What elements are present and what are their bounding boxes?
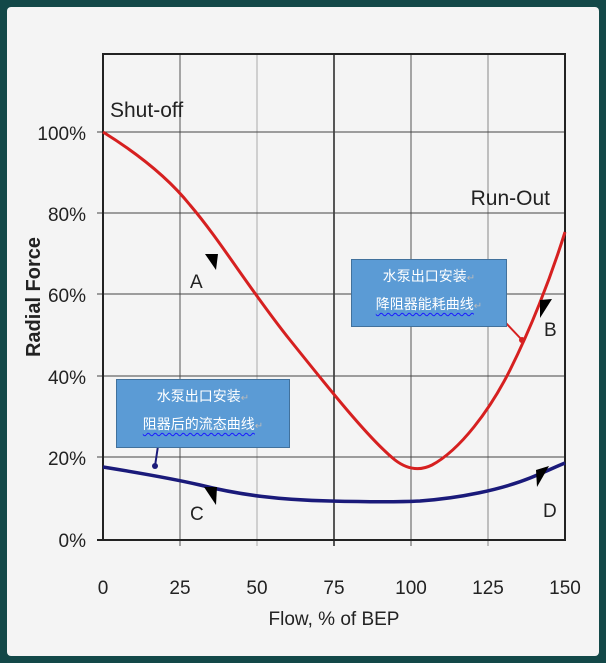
marker-c-triangle	[204, 487, 217, 505]
return-mark-icon: ↵	[240, 393, 250, 404]
marker-a-triangle	[205, 254, 218, 270]
y-axis-title: Radial Force	[23, 237, 45, 357]
svg-text:100: 100	[395, 578, 427, 599]
shutoff-label: Shut-off	[110, 99, 183, 122]
svg-text:100%: 100%	[37, 124, 86, 145]
x-tick-labels: 0 25 50 75 100 125 150	[98, 578, 581, 599]
grid	[97, 54, 565, 546]
red-curve	[102, 130, 567, 471]
return-mark-icon: ↵	[466, 273, 476, 284]
svg-text:75: 75	[323, 578, 344, 599]
svg-text:0: 0	[98, 578, 109, 599]
point-b-label: B	[544, 320, 557, 341]
point-a-label: A	[190, 272, 203, 293]
svg-text:40%: 40%	[48, 368, 86, 389]
annotations: Shut-off Run-Out A B C D	[110, 99, 557, 525]
chart-card	[7, 7, 599, 656]
point-c-label: C	[190, 504, 204, 525]
runout-label: Run-Out	[471, 187, 551, 210]
red-callout-line2: 降阻器能耗曲线	[375, 297, 474, 313]
blue-curve-callout: 水泵出口安装↵ 阻器后的流态曲线↵	[116, 379, 290, 448]
blue-curve	[102, 461, 566, 504]
blue-callout-line1: 水泵出口安装	[156, 389, 241, 405]
svg-text:50: 50	[246, 578, 267, 599]
svg-text:0%: 0%	[59, 531, 87, 552]
svg-text:125: 125	[472, 578, 504, 599]
svg-text:60%: 60%	[48, 286, 86, 307]
red-callout-line1: 水泵出口安装	[382, 269, 467, 285]
blue-callout-pointer	[154, 445, 159, 467]
red-callout-pointer	[504, 321, 523, 341]
svg-text:80%: 80%	[48, 205, 86, 226]
point-d-label: D	[543, 501, 557, 522]
svg-text:20%: 20%	[48, 449, 86, 470]
x-axis-title: Flow, % of BEP	[269, 609, 400, 630]
marker-d-triangle	[536, 466, 549, 487]
return-mark-icon: ↵	[473, 301, 483, 312]
red-curve-callout: 水泵出口安装↵ 降阻器能耗曲线↵	[351, 259, 507, 327]
red-pointer-dot	[519, 337, 525, 343]
return-mark-icon: ↵	[254, 421, 264, 432]
blue-callout-line2: 阻器后的流态曲线	[142, 417, 255, 433]
marker-b-triangle	[540, 299, 552, 318]
svg-text:25: 25	[169, 578, 190, 599]
svg-text:150: 150	[549, 578, 581, 599]
blue-pointer-dot	[152, 463, 158, 469]
y-tick-labels: 100% 80% 60% 40% 20% 0%	[37, 124, 86, 552]
